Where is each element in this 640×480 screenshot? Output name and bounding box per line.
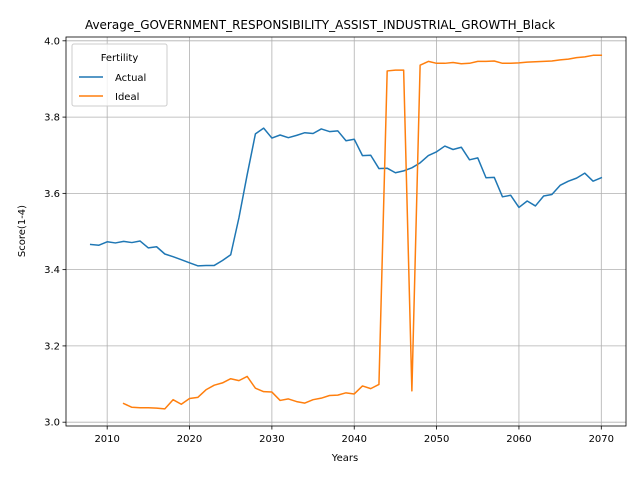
series-line-actual — [89, 127, 603, 267]
y-tick-label: 3.4 — [44, 265, 60, 276]
y-tick-label: 3.0 — [44, 418, 60, 429]
x-tick-label: 2060 — [506, 434, 531, 445]
y-tick-label: 3.6 — [44, 189, 60, 200]
y-tick-label: 3.8 — [44, 113, 60, 124]
chart-title: Average_GOVERNMENT_RESPONSIBILITY_ASSIST… — [85, 18, 555, 32]
axes-frame — [65, 36, 627, 427]
x-axis-label: Years — [331, 453, 358, 464]
y-axis-ticks: 3.0 3.2 3.4 3.6 3.8 4.0 — [44, 36, 66, 429]
x-axis-ticks: 2010 2020 2030 2040 2050 2060 2070 — [94, 426, 614, 445]
legend-label-ideal: Ideal — [115, 92, 139, 103]
series-line-ideal — [122, 54, 603, 410]
x-tick-label: 2070 — [589, 434, 614, 445]
x-tick-label: 2030 — [259, 434, 284, 445]
x-tick-label: 2020 — [177, 434, 202, 445]
x-tick-label: 2040 — [342, 434, 367, 445]
legend-label-actual: Actual — [115, 73, 146, 84]
y-tick-label: 3.2 — [44, 341, 60, 352]
x-tick-label: 2010 — [94, 434, 119, 445]
legend-title: Fertility — [101, 53, 139, 64]
x-tick-label: 2050 — [424, 434, 449, 445]
y-tick-label: 4.0 — [44, 36, 60, 47]
legend-box — [71, 43, 168, 107]
y-axis-label: Score(1-4) — [17, 205, 28, 257]
series-lines — [89, 54, 603, 410]
grid — [66, 37, 626, 426]
legend: Fertility Actual Ideal — [71, 43, 168, 107]
